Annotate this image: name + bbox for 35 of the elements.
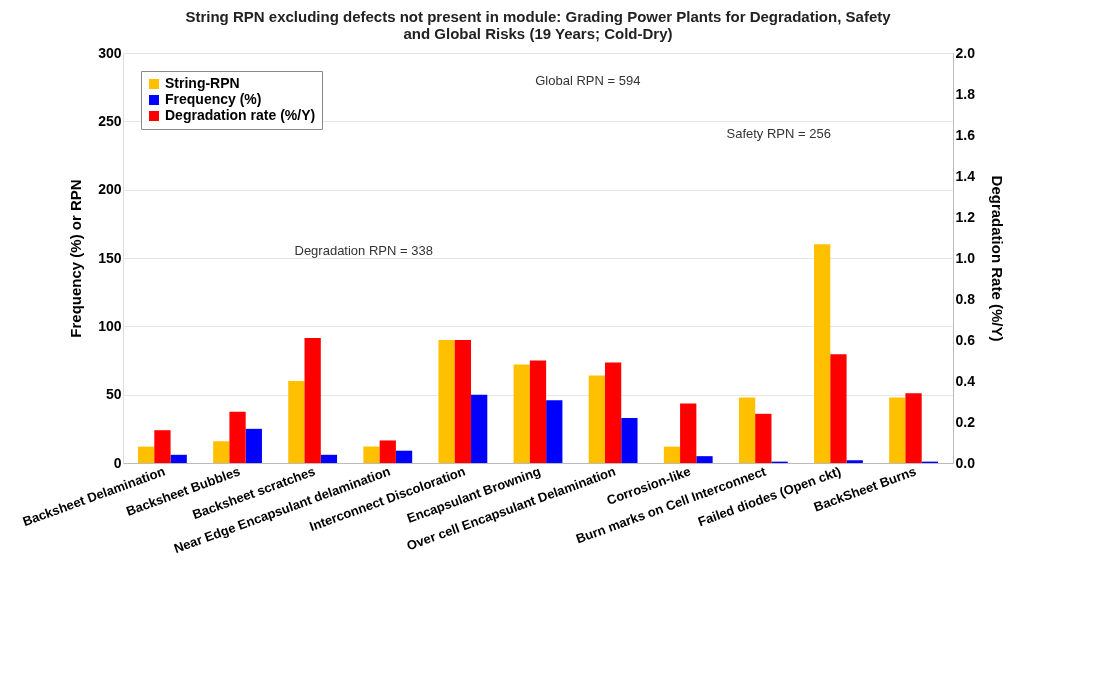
y-tick-label: 0 [113, 454, 122, 471]
text: String RPN excluding defects not present in module: Grading Power Plants for Degradation, Safety [185, 8, 891, 25]
y2-tick-label: 1.0 [955, 249, 976, 266]
y-tick-label: 150 [98, 249, 122, 266]
legend-label: Degradation rate (%/Y) [165, 107, 316, 123]
legend-label: Frequency (%) [165, 91, 262, 107]
y-axis-title: Frequency (%) or RPN [67, 179, 85, 338]
y2-tick-label: 0.2 [955, 413, 976, 430]
y2-tick-label: 0.4 [955, 372, 976, 389]
y2-axis-title: Degradation Rate (%/Y) [988, 175, 1006, 342]
bar [846, 460, 863, 463]
y-tick-label: 300 [98, 44, 122, 61]
y-tick-label: 250 [98, 112, 122, 129]
annotation: Degradation RPN = 338 [294, 243, 433, 258]
y-tick-label: 50 [105, 386, 122, 403]
bar [320, 454, 338, 463]
y2-tick-label: 1.6 [955, 126, 976, 143]
annotation: Safety RPN = 256 [726, 126, 831, 142]
bar [170, 454, 187, 463]
annotation: Global RPN = 594 [535, 72, 641, 88]
bar [680, 403, 697, 463]
bar [696, 456, 713, 463]
y2-tick-label: 1.4 [955, 167, 976, 184]
y2-tick-label: 0.8 [955, 290, 976, 307]
bar [663, 446, 681, 463]
text: and Global Risks (19 Years; Cold-Dry) [403, 25, 673, 42]
y-tick-label: 100 [98, 317, 122, 334]
legend-label: String-RPN [165, 75, 240, 91]
y2-tick-label: 1.8 [955, 85, 976, 102]
y2-tick-label: 0.0 [955, 454, 976, 471]
y-tick-label: 200 [98, 181, 122, 198]
y2-tick-label: 2.0 [955, 44, 976, 61]
y2-tick-label: 0.6 [955, 331, 976, 348]
y2-tick-label: 1.2 [955, 208, 976, 225]
bar [814, 244, 831, 463]
